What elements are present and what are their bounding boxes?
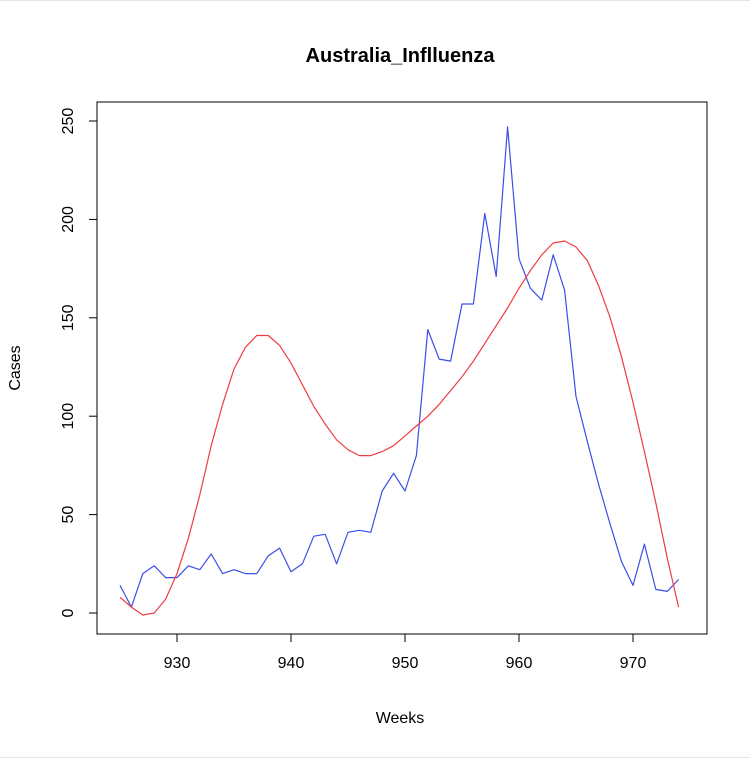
y-tick-label: 100: [60, 403, 77, 430]
series-line-1: [119, 126, 680, 608]
y-tick-label: 250: [60, 108, 77, 135]
y-tick-label: 0: [60, 608, 77, 617]
x-tick-label: 930: [164, 655, 191, 672]
chart-title: Australia_Inflluenza: [306, 45, 496, 67]
plot-box: [96, 101, 708, 635]
y-axis-label: Cases: [7, 345, 24, 390]
series-group: [119, 126, 680, 616]
x-axis: 930 940 950 960 970: [164, 633, 647, 672]
x-tick-label: 960: [506, 655, 533, 672]
x-axis-label: Weeks: [376, 710, 425, 727]
y-axis: 0 50 100 150 200 250: [60, 108, 98, 617]
series-line-2: [119, 240, 680, 616]
x-tick-label: 970: [620, 655, 647, 672]
y-tick-label: 150: [60, 304, 77, 331]
y-tick-label: 50: [60, 506, 77, 524]
x-tick-label: 950: [392, 655, 419, 672]
x-tick-label: 940: [278, 655, 305, 672]
y-tick-label: 200: [60, 206, 77, 233]
